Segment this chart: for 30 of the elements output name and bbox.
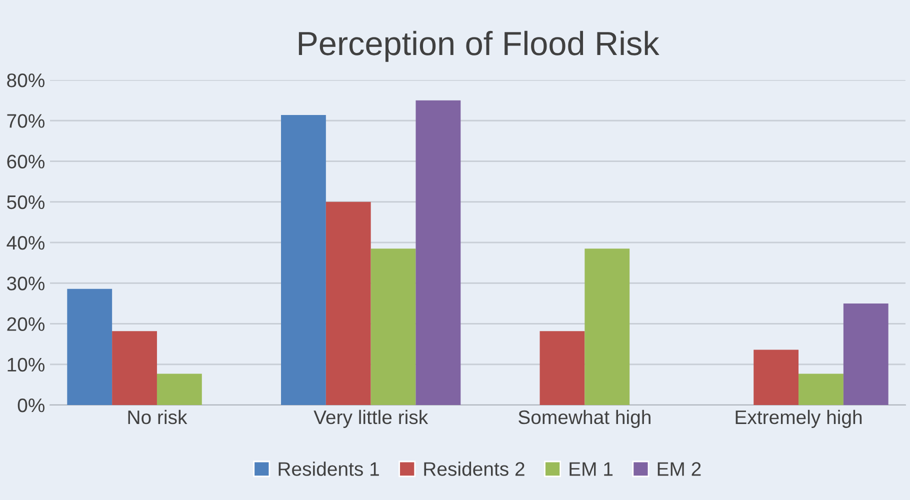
y-tick-label: 0% xyxy=(18,398,44,412)
bar xyxy=(156,374,202,405)
legend-label: EM 2 xyxy=(658,462,701,476)
bar xyxy=(540,331,585,405)
bar xyxy=(112,331,157,405)
bar xyxy=(754,350,799,405)
x-tick-label: Extremely high xyxy=(736,410,862,428)
bar xyxy=(416,100,461,405)
y-tick-label: 50% xyxy=(7,195,44,210)
bar xyxy=(370,248,416,405)
y-tick-label: 70% xyxy=(7,114,44,128)
y-tick-label: 10% xyxy=(8,358,44,372)
y-tick-label: 80% xyxy=(7,73,44,88)
y-tick-label: 60% xyxy=(7,154,44,168)
bar xyxy=(584,248,630,405)
bar xyxy=(798,374,844,405)
y-tick-label: 20% xyxy=(7,317,44,331)
legend-label: Residents 2 xyxy=(424,462,524,476)
x-tick-label: No risk xyxy=(128,410,188,424)
bar xyxy=(843,303,888,405)
y-tick-label: 30% xyxy=(7,276,44,290)
bar xyxy=(326,202,371,405)
legend-label: EM 1 xyxy=(570,462,613,476)
bar xyxy=(281,114,326,405)
legend-label: Residents 1 xyxy=(278,462,379,476)
x-tick-label: Somewhat high xyxy=(518,410,650,428)
bar xyxy=(67,288,112,405)
y-tick-label: 40% xyxy=(6,236,44,250)
x-tick-label: Very little risk xyxy=(314,410,428,428)
chart-title: Perception of Flood Risk xyxy=(298,30,660,62)
